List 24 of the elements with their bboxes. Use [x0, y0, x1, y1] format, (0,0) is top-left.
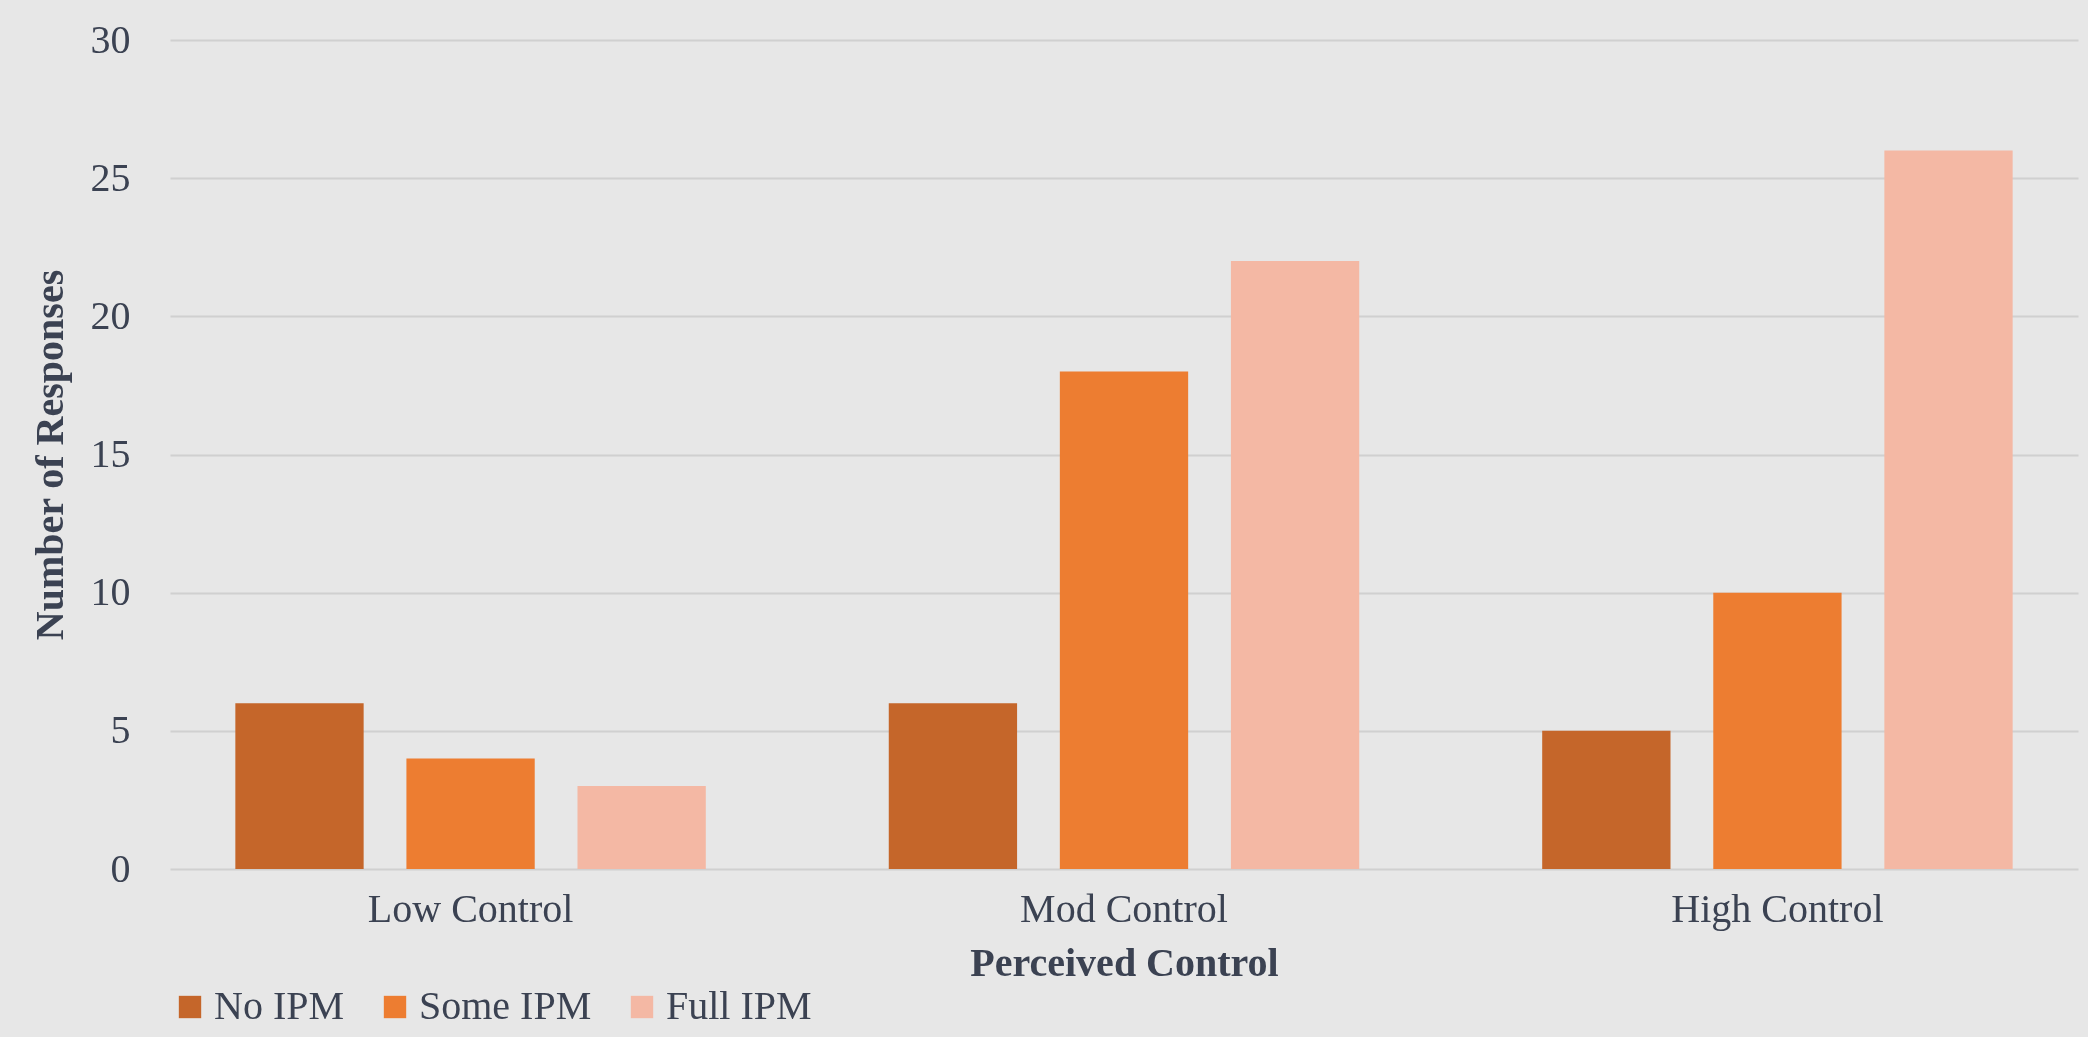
bar — [577, 786, 706, 869]
bar — [888, 703, 1018, 869]
y-tick-label: 10 — [90, 569, 131, 615]
legend-label: No IPM — [214, 983, 345, 1028]
legend-label: Full IPM — [666, 983, 812, 1028]
bar — [1542, 730, 1671, 869]
x-tick-label: High Control — [1671, 885, 1884, 931]
x-tick-label: Low Control — [367, 885, 574, 931]
bar — [1713, 592, 1842, 869]
y-tick-label: 30 — [90, 16, 131, 62]
x-axis-title: Perceived Control — [970, 939, 1279, 985]
y-tick-label: 20 — [90, 292, 131, 338]
y-tick-label: 15 — [90, 431, 131, 476]
y-tick-label: 5 — [110, 707, 131, 753]
legend-label: Some IPM — [419, 983, 592, 1028]
bar — [406, 758, 535, 869]
bar — [1884, 150, 2013, 869]
bar — [1059, 371, 1189, 869]
x-tick-label: Mod Control — [1020, 885, 1228, 931]
bar — [1230, 261, 1360, 869]
y-tick-label: 0 — [110, 845, 131, 891]
y-axis-title: Number of Responses — [26, 269, 72, 641]
bar — [235, 703, 364, 869]
y-tick-label: 25 — [90, 154, 131, 200]
